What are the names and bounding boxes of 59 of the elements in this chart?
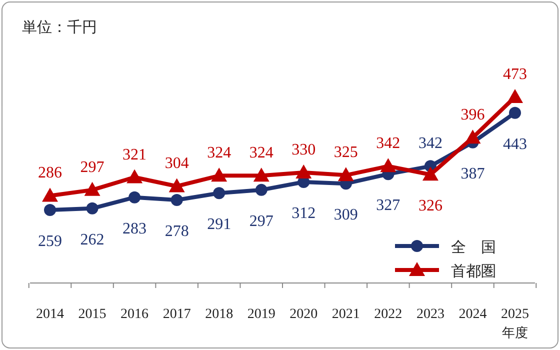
data-label: 473 xyxy=(503,66,527,83)
data-label: 286 xyxy=(38,164,62,182)
data-label: 324 xyxy=(249,144,274,162)
point xyxy=(128,191,141,204)
data-label: 297 xyxy=(249,212,274,230)
point xyxy=(168,178,185,192)
data-label: 443 xyxy=(503,136,527,153)
x-tick-label: 2018 xyxy=(205,307,234,322)
x-tick-label: 2015 xyxy=(78,307,106,322)
point xyxy=(213,187,226,200)
data-label: 396 xyxy=(460,106,485,124)
x-tick-label: 2024 xyxy=(458,307,487,322)
point xyxy=(86,202,98,214)
x-tick-label: 2016 xyxy=(120,307,149,322)
x-axis-title: 年度 xyxy=(502,325,528,341)
data-label: 330 xyxy=(292,142,316,159)
x-tick-label: 2019 xyxy=(247,307,276,322)
point xyxy=(211,168,228,182)
data-label: 387 xyxy=(460,165,485,182)
data-label: 262 xyxy=(80,231,104,248)
point xyxy=(380,158,396,172)
data-label: 309 xyxy=(334,206,358,224)
point xyxy=(507,89,523,103)
point xyxy=(509,106,521,119)
data-label: 326 xyxy=(418,198,442,215)
data-label: 297 xyxy=(80,158,104,176)
legend-label: 全 国 xyxy=(451,238,496,256)
x-tick-label: 2023 xyxy=(416,307,444,322)
point xyxy=(44,204,56,216)
data-label: 312 xyxy=(292,205,316,222)
data-label: 325 xyxy=(334,144,358,162)
data-label: 278 xyxy=(164,222,189,240)
legend-label: 首都圏 xyxy=(451,262,496,280)
data-label: 342 xyxy=(418,135,442,152)
point xyxy=(464,130,481,144)
data-label: 283 xyxy=(122,220,147,238)
data-label: 259 xyxy=(38,233,62,250)
point xyxy=(84,182,100,196)
x-tick-label: 2021 xyxy=(332,307,360,322)
data-label: 342 xyxy=(376,135,400,152)
x-tick-label: 2022 xyxy=(374,307,402,322)
x-tick-label: 2014 xyxy=(36,307,64,322)
point xyxy=(296,164,312,179)
point xyxy=(253,168,270,182)
point xyxy=(126,169,143,184)
x-tick-label: 2020 xyxy=(290,307,318,322)
data-label: 291 xyxy=(207,216,232,234)
text: 単位：千円 xyxy=(22,18,97,36)
data-label: 324 xyxy=(207,144,232,162)
data-label: 304 xyxy=(164,155,189,172)
x-tick-label: 2017 xyxy=(162,307,191,322)
point xyxy=(170,194,183,206)
point xyxy=(42,188,58,202)
data-label: 327 xyxy=(376,197,400,214)
point xyxy=(338,167,354,182)
data-label: 321 xyxy=(122,146,147,164)
point xyxy=(255,184,268,196)
x-tick-label: 2025 xyxy=(501,307,529,322)
point xyxy=(422,166,438,181)
